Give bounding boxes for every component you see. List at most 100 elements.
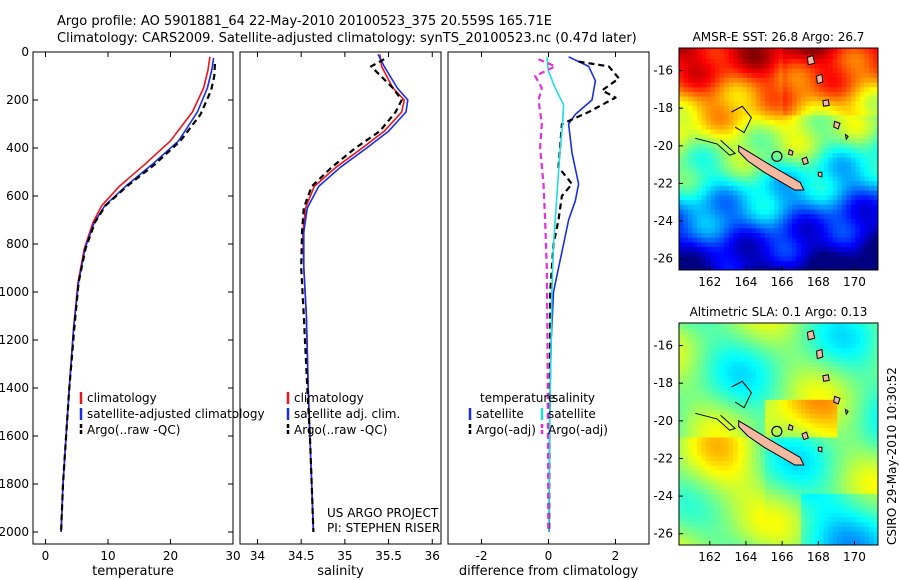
- map-x-tick-label: 170: [843, 550, 866, 564]
- series-line: [300, 58, 403, 533]
- map-x-tick-label: 164: [734, 275, 757, 289]
- reef-outline: [695, 412, 737, 431]
- x-tick-label: 35: [337, 549, 352, 563]
- map-x-tick-label: 168: [807, 550, 830, 564]
- series-line: [548, 56, 597, 532]
- legend-label: climatology: [294, 391, 364, 405]
- land-mainland: [738, 419, 805, 466]
- land-island: [833, 395, 841, 405]
- x-tick-label: 10: [100, 549, 115, 563]
- land-island: [844, 408, 849, 416]
- legend-label: Argo(-adj): [476, 423, 536, 437]
- header-line-1: Argo profile: AO 5901881_64 22-May-2010 …: [57, 14, 552, 29]
- map-y-tick-label: -24: [653, 489, 673, 503]
- land-island: [844, 133, 849, 141]
- y-tick-label: 600: [6, 189, 29, 203]
- x-tick-label: 35.5: [375, 549, 402, 563]
- map-title: AMSR-E SST: 26.8 Argo: 26.7: [693, 30, 865, 44]
- legend-label: climatology: [87, 391, 157, 405]
- legend-label: Argo(..raw -QC): [87, 423, 180, 437]
- map-y-tick-label: -20: [653, 414, 673, 428]
- y-tick-label: 0: [21, 45, 29, 59]
- argo-position-marker: [771, 425, 783, 437]
- map-y-tick-label: -22: [653, 451, 673, 465]
- map-y-tick-label: -22: [653, 176, 673, 190]
- y-tick-label: 200: [6, 93, 29, 107]
- x-axis-label: temperature: [92, 564, 174, 579]
- x-tick-label: 34: [250, 549, 265, 563]
- land-island: [801, 431, 809, 441]
- series-line: [302, 54, 409, 533]
- series-line: [546, 56, 565, 533]
- header-line-2: Climatology: CARS2009. Satellite-adjuste…: [57, 31, 637, 46]
- series-line: [533, 58, 557, 532]
- map-frame: [678, 322, 879, 546]
- y-tick-label: 1200: [0, 333, 29, 347]
- y-tick-label: 2000: [0, 525, 29, 539]
- reef-outline: [695, 137, 737, 156]
- profile-panel-2: 34 34.5 35 35.5 36 salinity climatology satelli…: [239, 51, 442, 579]
- map-panel-1: AMSR-E SST: 26.8 Argo: 26.7 162 164 166 168 1…: [653, 30, 879, 289]
- map-x-tick-label: 170: [843, 275, 866, 289]
- land-island: [815, 348, 824, 360]
- series-group: [533, 56, 621, 533]
- x-tick-label: 30: [225, 549, 240, 563]
- y-tick-label: 1400: [0, 381, 29, 395]
- map-x-tick-label: 166: [771, 275, 794, 289]
- map-title: Altimetric SLA: 0.1 Argo: 0.13: [690, 305, 868, 319]
- legend-label: satellite: [548, 407, 596, 421]
- y-tick-label: 1800: [0, 477, 29, 491]
- land-island: [817, 446, 823, 453]
- legend-group-title: salinity: [552, 391, 595, 405]
- legend-label: Argo(..raw -QC): [294, 423, 387, 437]
- land-island: [806, 54, 816, 66]
- x-tick-label: 2: [612, 549, 620, 563]
- map-x-tick-label: 162: [698, 275, 721, 289]
- x-tick-label: 0: [42, 549, 50, 563]
- land-island: [801, 156, 809, 166]
- map-y-tick-label: -20: [653, 139, 673, 153]
- legend-label: Argo(-adj): [548, 423, 608, 437]
- series-line: [548, 60, 621, 532]
- land-island: [822, 374, 830, 382]
- map-field: [679, 323, 878, 545]
- y-tick-label: 1600: [0, 429, 29, 443]
- legend-label: satellite: [476, 407, 524, 421]
- land-island: [787, 148, 794, 156]
- land-island: [806, 329, 816, 341]
- map-frame: [678, 47, 879, 271]
- map-y-tick-label: -16: [653, 64, 673, 78]
- map-x-tick-label: 168: [807, 275, 830, 289]
- series-line: [302, 54, 406, 533]
- map-y-tick-label: -26: [653, 527, 673, 541]
- plot-frame: [239, 51, 442, 545]
- x-axis-label: salinity: [317, 564, 364, 579]
- map-y-tick-label: -18: [653, 101, 673, 115]
- x-tick-label: 36: [425, 549, 440, 563]
- map-y-tick-label: -18: [653, 376, 673, 390]
- map-x-tick-label: 166: [771, 550, 794, 564]
- legend-group-title: temperature: [480, 391, 555, 405]
- timestamp-label: CSIRO 29-May-2010 10:30:52: [885, 367, 899, 545]
- map-y-tick-label: -26: [653, 252, 673, 266]
- y-tick-label: 800: [6, 237, 29, 251]
- legend-label: satellite adj. clim.: [294, 407, 400, 421]
- land-island: [833, 120, 841, 130]
- x-axis-label: difference from climatology: [459, 564, 639, 579]
- land-island: [817, 171, 823, 178]
- land-island: [815, 73, 824, 85]
- map-y-tick-label: -24: [653, 214, 673, 228]
- series-group: [300, 54, 409, 533]
- pi-label: PI: STEPHEN RISER: [327, 521, 440, 535]
- legend-label: satellite-adjusted climatology: [87, 407, 265, 421]
- land-island: [822, 99, 830, 107]
- map-y-tick-label: -16: [653, 339, 673, 353]
- reef-outline: [731, 380, 752, 409]
- y-tick-label: 400: [6, 141, 29, 155]
- reef-outline: [731, 105, 752, 134]
- profile-panel-1: 0 10 20 30 0 200 400 600 800 1000 1200 1400 1600 1800…: [0, 45, 265, 579]
- map-x-tick-label: 164: [734, 550, 757, 564]
- y-tick-label: 1000: [0, 285, 29, 299]
